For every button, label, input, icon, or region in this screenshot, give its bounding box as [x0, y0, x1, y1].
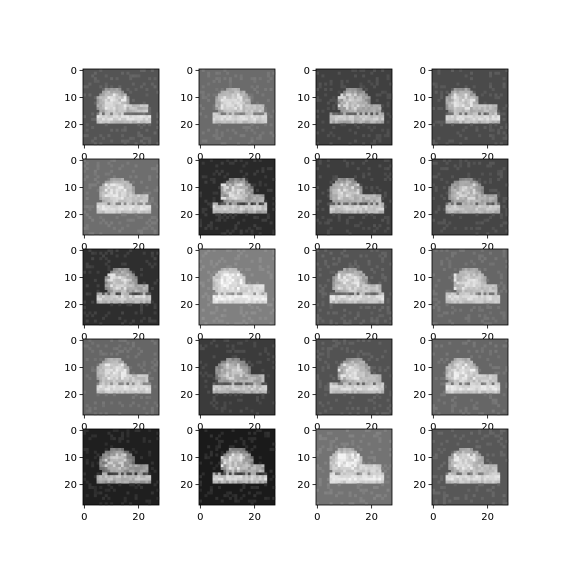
y-tick-label: 10: [64, 453, 77, 464]
y-tick-label: 20: [64, 390, 77, 401]
x-tick-label: 20: [365, 512, 378, 523]
y-tick-label: 10: [180, 93, 193, 104]
image-panel-9: 010200 20: [64, 246, 159, 343]
y-tick-label: 20: [297, 300, 310, 311]
y-tick-label: 0: [71, 156, 77, 167]
image-panel-20: 0 10 20 0 20: [413, 426, 508, 523]
y-tick-label: 0: [420, 426, 426, 437]
y-tick-label: 20: [297, 480, 310, 491]
y-tick-label: 20: [180, 120, 193, 131]
y-tick-label: 20: [180, 210, 193, 221]
y-tick-label: 20: [180, 480, 193, 491]
image-panel-10: 010200 20: [180, 246, 275, 343]
y-tick-label: 10: [413, 273, 426, 284]
image-panel-4: 010200 20: [413, 66, 508, 163]
image-panel-14: 0 10 20 0 20: [180, 336, 275, 433]
y-tick-label: 20: [180, 390, 193, 401]
y-tick-label: 0: [187, 246, 193, 257]
x-tick-label: 20: [481, 512, 494, 523]
y-tick-label: 0: [304, 66, 310, 77]
y-tick-label: 20: [180, 300, 193, 311]
y-tick-label: 0: [420, 156, 426, 167]
y-tick-label: 10: [180, 363, 193, 374]
image-panel-16: 0 10 20 0 20: [413, 336, 508, 433]
y-tick-label: 10: [180, 453, 193, 464]
image-panel-19: 0 10 20 0 20: [297, 426, 392, 523]
y-tick-label: 10: [413, 93, 426, 104]
y-tick-label: 0: [71, 66, 77, 77]
y-tick-label: 0: [304, 336, 310, 347]
image-panel-2: 010200 20: [180, 66, 275, 163]
image-panel-17: 0 10 20 0 20: [64, 426, 159, 523]
y-tick-label: 20: [64, 210, 77, 221]
y-tick-label: 0: [187, 426, 193, 437]
y-tick-label: 10: [297, 453, 310, 464]
y-tick-label: 20: [297, 120, 310, 131]
y-tick-label: 0: [304, 156, 310, 167]
y-tick-label: 20: [413, 210, 426, 221]
y-tick-label: 10: [297, 183, 310, 194]
image-panel-12: 0 10 20 0 20: [413, 246, 508, 343]
image-panel-15: 0 10 20 0 20: [297, 336, 392, 433]
y-tick-label: 10: [180, 183, 193, 194]
y-tick-label: 20: [297, 210, 310, 221]
y-tick-label: 0: [420, 336, 426, 347]
y-tick-label: 0: [71, 336, 77, 347]
y-tick-label: 10: [64, 273, 77, 284]
y-tick-label: 20: [413, 120, 426, 131]
x-tick-label: 20: [248, 512, 261, 523]
x-tick-label: 0: [430, 512, 436, 523]
y-tick-label: 10: [413, 183, 426, 194]
y-tick-label: 0: [187, 156, 193, 167]
y-tick-label: 10: [413, 363, 426, 374]
y-tick-label: 10: [64, 363, 77, 374]
y-tick-label: 0: [420, 66, 426, 77]
image-panel-13: 010200 20: [64, 336, 159, 433]
y-tick-label: 10: [64, 183, 77, 194]
image-panel-1: 0 10 20 0 20: [64, 66, 159, 163]
y-tick-label: 10: [297, 93, 310, 104]
y-tick-label: 10: [297, 363, 310, 374]
y-tick-label: 10: [297, 273, 310, 284]
y-tick-label: 0: [71, 246, 77, 257]
image-panel-11: 0 10 20 0 20: [297, 246, 392, 343]
x-tick-label: 0: [81, 512, 87, 523]
y-tick-label: 20: [64, 300, 77, 311]
y-tick-label: 0: [187, 336, 193, 347]
y-tick-label: 20: [413, 390, 426, 401]
y-tick-label: 20: [297, 390, 310, 401]
image-panel-3: 010200 20: [297, 66, 392, 163]
y-tick-label: 20: [413, 300, 426, 311]
image-panel-18: 0 10 20 0 20: [180, 426, 275, 523]
image-panel-7: 0 10 20 0 20: [297, 156, 392, 253]
y-tick-label: 0: [304, 426, 310, 437]
y-tick-label: 10: [180, 273, 193, 284]
y-tick-label: 0: [71, 426, 77, 437]
y-tick-label: 0: [304, 246, 310, 257]
y-tick-label: 0: [420, 246, 426, 257]
x-tick-label: 0: [197, 512, 203, 523]
image-panel-8: 0 10 20 0 20: [413, 156, 508, 253]
y-tick-label: 10: [64, 93, 77, 104]
x-tick-label: 20: [132, 512, 145, 523]
y-tick-label: 20: [64, 480, 77, 491]
image-panel-6: 0 10 20 0 20: [180, 156, 275, 253]
y-tick-label: 10: [413, 453, 426, 464]
x-tick-label: 0: [314, 512, 320, 523]
y-tick-label: 0: [187, 66, 193, 77]
y-tick-label: 20: [413, 480, 426, 491]
y-tick-label: 20: [64, 120, 77, 131]
image-panel-5: 0 10 20 0 20: [64, 156, 159, 253]
